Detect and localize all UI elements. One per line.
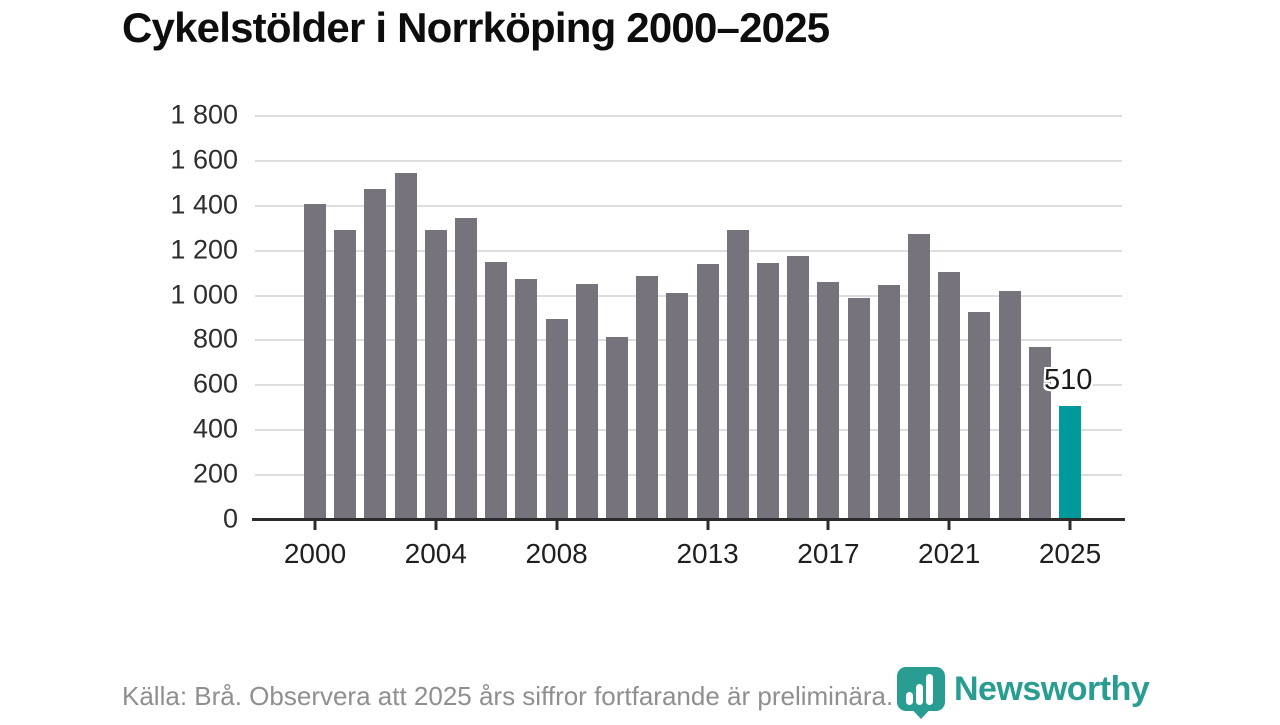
gridline-800 [255, 339, 1122, 342]
x-axis-tick [826, 521, 830, 530]
x-axis-tick [434, 521, 438, 530]
x-axis-tick-label: 2000 [283, 538, 347, 569]
x-axis-tick [1068, 521, 1072, 530]
y-axis-tick-label: 600 [192, 368, 238, 399]
gridline-400 [255, 429, 1122, 432]
bar-2024 [1028, 347, 1051, 520]
y-axis-tick-label: 1 000 [170, 278, 238, 309]
bar-2011 [636, 276, 659, 520]
bar-2021 [938, 271, 961, 520]
x-axis-tick-label: 2021 [918, 538, 981, 569]
source-note: Källa: Brå. Observera att 2025 års siffr… [122, 681, 894, 711]
bar-2008 [545, 319, 568, 520]
bar-2017 [817, 282, 840, 520]
bar-2015 [757, 263, 779, 520]
bar-2006 [485, 261, 508, 520]
gridline-1600 [255, 159, 1122, 162]
y-axis-tick-label: 800 [192, 323, 238, 354]
newsworthy-logo: Newsworthy [896, 664, 1280, 720]
bar-2013 [696, 264, 719, 520]
y-axis-tick-label: 1 800 [170, 99, 238, 130]
gridline-600 [255, 384, 1122, 387]
bar-2003 [394, 173, 417, 520]
bar-2019 [877, 285, 900, 520]
x-axis-tick-label: 2017 [797, 538, 860, 569]
x-axis-tick-label: 2025 [1038, 538, 1102, 569]
page-title: Cykelstölder i Norrköping 2000–2025 [122, 4, 830, 51]
bar-2023 [998, 291, 1021, 520]
bar-2010 [606, 337, 628, 520]
bar-2014 [726, 230, 749, 520]
y-axis-tick-label: 0 [222, 503, 238, 534]
x-axis-line [252, 518, 1125, 521]
bar-2018 [847, 297, 870, 520]
bar-2016 [787, 256, 810, 520]
newsworthy-pin-barchart-icon [896, 666, 946, 725]
y-axis-tick-label: 200 [192, 458, 238, 489]
gridline-1800 [255, 115, 1122, 117]
gridline-1200 [255, 249, 1122, 252]
x-axis-tick-label: 2013 [676, 538, 739, 569]
bar-2009 [575, 284, 598, 520]
bar-2004 [424, 230, 447, 520]
x-axis-tick [947, 521, 951, 530]
y-axis-tick-label: 1 400 [170, 189, 238, 220]
bar-2007 [515, 278, 538, 520]
bar-2005 [455, 218, 477, 520]
x-axis-tick [313, 521, 317, 530]
bar-2022 [968, 312, 991, 520]
y-axis-tick-label: 1 600 [170, 144, 238, 175]
bar-2020 [908, 233, 930, 520]
gridline-200 [255, 474, 1122, 477]
bar-2002 [364, 188, 387, 520]
gridline-1400 [255, 204, 1122, 207]
gridline-1000 [255, 294, 1122, 297]
bar-2012 [666, 293, 689, 520]
newsworthy-wordmark: Newsworthy [954, 670, 1150, 708]
bar-value-label: 510 [1044, 363, 1093, 396]
x-axis-tick [555, 521, 559, 530]
x-axis-tick-label: 2004 [404, 538, 467, 569]
y-axis-tick-label: 1 200 [170, 233, 238, 264]
bar-2001 [334, 230, 357, 520]
bar-2000 [304, 203, 326, 520]
bar-2025 [1059, 405, 1081, 520]
x-axis-tick [706, 521, 710, 530]
y-axis-tick-label: 400 [192, 413, 238, 444]
x-axis-tick-label: 2008 [525, 538, 588, 569]
